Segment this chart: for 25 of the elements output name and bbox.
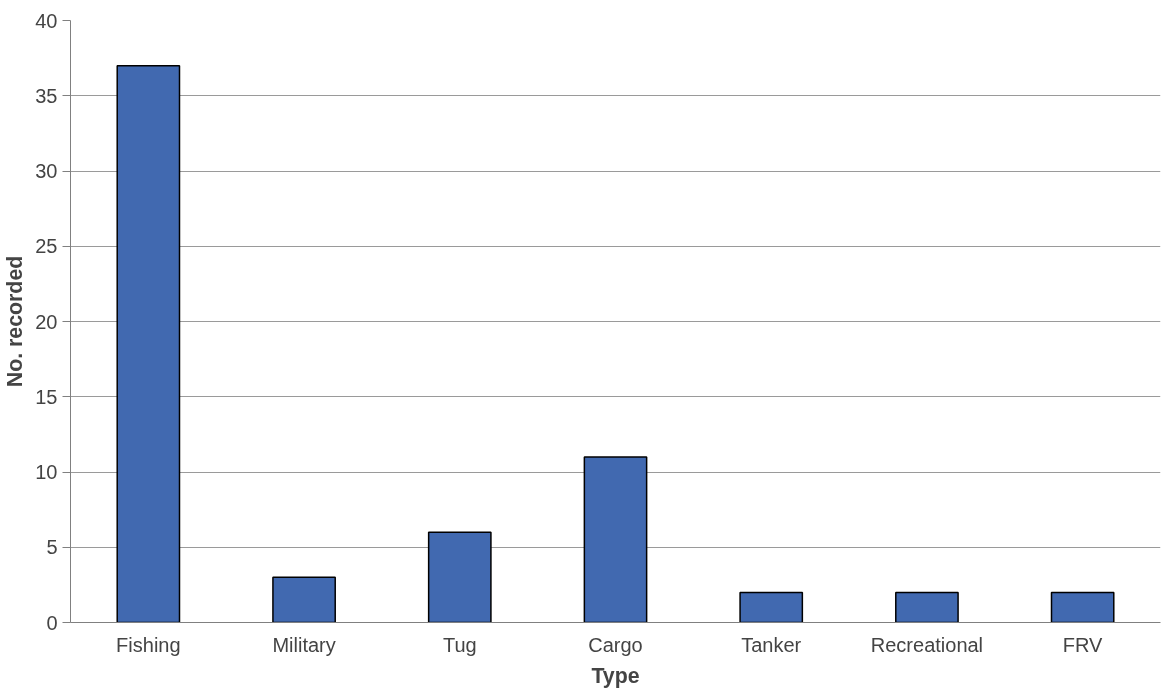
y-tick-label: 30 [35,160,58,182]
y-tick-label: 35 [35,84,58,107]
x-axis-title: Type [591,663,640,688]
y-tick-label: 15 [35,385,58,408]
x-tick-label: Recreational [870,633,984,656]
y-tick-label: 25 [35,235,58,258]
bar [583,456,648,623]
bar [427,531,492,623]
bar [272,576,336,623]
y-tick-label: 20 [35,310,58,333]
bar [895,591,959,623]
y-tick-label: 0 [46,611,58,634]
x-tick-label: Tug [442,633,477,656]
x-tick-label: Tanker [741,633,802,656]
bar [116,64,181,623]
x-tick-label: Military [272,633,336,656]
x-tick-label: Cargo [588,633,643,656]
y-tick-label: 10 [35,461,58,483]
x-tick-label: Fishing [116,633,181,656]
y-tick-label: 40 [35,9,58,32]
y-tick-label: 5 [46,536,58,559]
bar [739,591,804,623]
x-tick-label: FRV [1062,633,1104,656]
y-axis-title: No. recorded [3,255,28,388]
bar [1050,591,1115,623]
